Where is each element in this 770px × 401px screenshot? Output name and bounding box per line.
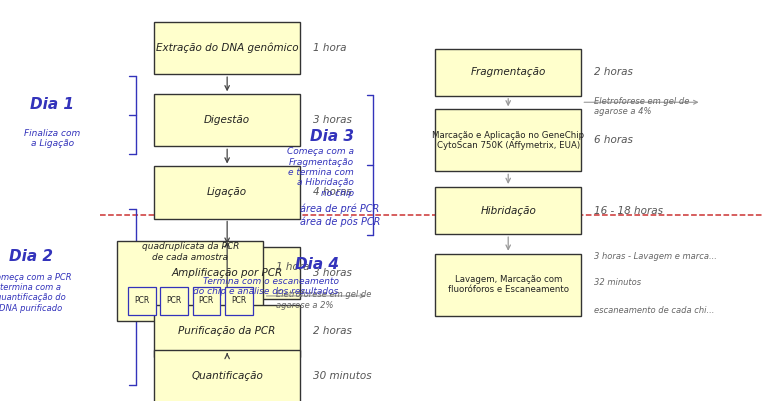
Text: Digestão: Digestão <box>204 115 250 125</box>
Text: Dia 1: Dia 1 <box>30 97 75 112</box>
Text: 4 horas: 4 horas <box>313 188 351 197</box>
FancyBboxPatch shape <box>154 22 300 74</box>
Text: 1 hora: 1 hora <box>276 262 310 271</box>
Text: Começa com a
Fragmentação
e termina com
a Hibridação
no chip: Começa com a Fragmentação e termina com … <box>287 147 354 198</box>
Text: quadruplicata da PCR
de cada amostra: quadruplicata da PCR de cada amostra <box>142 242 239 261</box>
Text: 16 - 18 horas: 16 - 18 horas <box>594 206 663 215</box>
FancyBboxPatch shape <box>154 166 300 219</box>
Text: Hibridação: Hibridação <box>480 206 536 215</box>
Text: 1 hora: 1 hora <box>313 43 346 53</box>
Text: PCR: PCR <box>134 296 149 305</box>
Text: Quantificação: Quantificação <box>191 371 263 381</box>
Text: Dia 2: Dia 2 <box>8 249 53 264</box>
FancyBboxPatch shape <box>435 187 581 234</box>
Text: Purificação da PCR: Purificação da PCR <box>179 326 276 336</box>
Text: Eletroforese em gel de
agarose a 4%: Eletroforese em gel de agarose a 4% <box>594 97 689 116</box>
Text: Finaliza com
a Ligação: Finaliza com a Ligação <box>24 129 81 148</box>
FancyBboxPatch shape <box>128 287 156 315</box>
FancyBboxPatch shape <box>435 254 581 316</box>
Text: 2 horas: 2 horas <box>594 67 632 77</box>
Text: área de pós PCR: área de pós PCR <box>300 216 380 227</box>
FancyBboxPatch shape <box>154 350 300 401</box>
Text: 30 minutos: 30 minutos <box>313 371 371 381</box>
Text: 3 horas: 3 horas <box>313 268 351 277</box>
FancyBboxPatch shape <box>154 305 300 357</box>
Text: Amplificação por PCR: Amplificação por PCR <box>172 268 283 277</box>
Text: PCR: PCR <box>231 296 246 305</box>
Text: 2 horas: 2 horas <box>313 326 351 336</box>
Text: Lavagem, Marcação com
fluoróforos e Escaneamento: Lavagem, Marcação com fluoróforos e Esca… <box>447 275 569 294</box>
Text: 3 horas: 3 horas <box>313 115 351 125</box>
Text: 6 horas: 6 horas <box>594 136 632 145</box>
Text: PCR: PCR <box>166 296 182 305</box>
Text: área de pré PCR: área de pré PCR <box>300 203 380 214</box>
FancyBboxPatch shape <box>154 94 300 146</box>
Text: 32 minutos: 32 minutos <box>594 278 641 287</box>
Text: escaneamento de cada chi...: escaneamento de cada chi... <box>594 306 714 315</box>
Text: PCR: PCR <box>199 296 214 305</box>
Text: Dia 4: Dia 4 <box>295 257 339 272</box>
FancyBboxPatch shape <box>192 287 220 315</box>
Text: Dia 3: Dia 3 <box>310 129 354 144</box>
Text: Eletroforese em gel de
agarose a 2%: Eletroforese em gel de agarose a 2% <box>276 290 371 310</box>
Text: Ligação: Ligação <box>207 188 247 197</box>
FancyBboxPatch shape <box>117 241 263 321</box>
FancyBboxPatch shape <box>154 247 300 299</box>
Text: Extração do DNA genômico: Extração do DNA genômico <box>156 43 299 53</box>
Text: Começa com a PCR
termina com a
quantificação do
DNA purificado: Começa com a PCR termina com a quantific… <box>0 273 72 313</box>
FancyBboxPatch shape <box>435 49 581 96</box>
FancyBboxPatch shape <box>225 287 253 315</box>
FancyBboxPatch shape <box>435 109 581 172</box>
Text: 3 horas - Lavagem e marca...: 3 horas - Lavagem e marca... <box>594 252 717 261</box>
FancyBboxPatch shape <box>160 287 188 315</box>
Text: Marcação e Aplicação no GeneChip
CytoScan 750K (Affymetrix, EUA): Marcação e Aplicação no GeneChip CytoSca… <box>432 131 584 150</box>
Text: Fragmentação: Fragmentação <box>470 67 546 77</box>
Text: Termina com o escaneamento
do chip e análise dos resultados: Termina com o escaneamento do chip e aná… <box>193 277 339 296</box>
